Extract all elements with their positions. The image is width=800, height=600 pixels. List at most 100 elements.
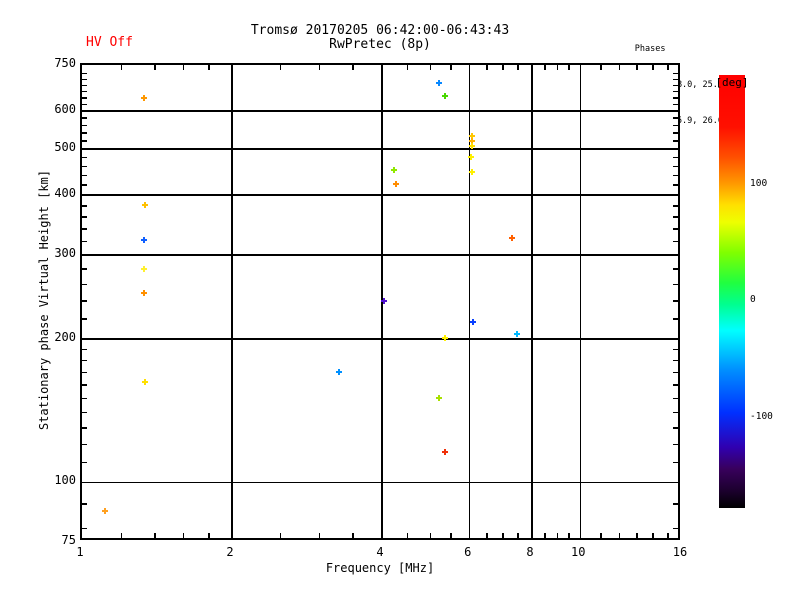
x-minor-tick — [279, 533, 282, 538]
y-tick-label: 100 — [54, 473, 76, 488]
y-minor-tick — [673, 103, 678, 106]
x-minor-tick — [406, 533, 409, 538]
data-point-bar — [103, 508, 106, 515]
data-point — [142, 379, 149, 386]
data-point-bar — [338, 369, 341, 376]
y-minor-tick — [82, 72, 87, 75]
y-minor-tick — [82, 283, 87, 286]
y-minor-tick — [82, 359, 87, 362]
x-minor-tick — [618, 65, 621, 70]
y-minor-tick — [82, 174, 87, 177]
y-minor-tick — [82, 184, 87, 186]
y-minor-tick — [82, 78, 87, 81]
x-minor-tick — [517, 65, 519, 70]
data-point — [442, 334, 449, 341]
y-minor-tick — [82, 348, 87, 351]
data-point — [468, 143, 475, 150]
x-minor-tick — [318, 65, 321, 70]
y-minor-tick — [82, 90, 87, 93]
data-point — [468, 169, 475, 176]
y-minor-tick — [82, 384, 87, 386]
x-minor-tick — [208, 65, 210, 70]
plot-area — [80, 63, 680, 540]
y-minor-tick — [673, 461, 678, 464]
y-tick-label: 600 — [54, 102, 76, 117]
y-minor-tick — [673, 443, 678, 446]
grid-line-horizontal — [82, 148, 678, 150]
y-minor-tick — [673, 140, 678, 142]
data-point-bar — [142, 237, 145, 244]
y-minor-tick — [673, 348, 678, 351]
grid-line-vertical — [579, 65, 582, 538]
y-minor-tick — [673, 411, 678, 414]
y-minor-tick — [673, 427, 678, 429]
data-point — [101, 508, 108, 515]
y-minor-tick — [673, 240, 678, 243]
x-minor-tick — [406, 65, 409, 70]
x-minor-tick — [120, 65, 123, 70]
x-minor-tick — [600, 533, 602, 538]
x-minor-tick — [568, 65, 570, 70]
y-minor-tick — [82, 443, 87, 446]
colorbar: [deg] — [715, 75, 749, 508]
y-minor-tick — [673, 156, 678, 159]
x-minor-tick — [652, 533, 654, 538]
colorbar-tick-label: 0 — [750, 294, 756, 305]
y-minor-tick — [82, 117, 87, 119]
x-minor-tick — [544, 533, 546, 538]
y-minor-tick — [673, 318, 678, 320]
y-minor-tick — [673, 371, 678, 374]
x-minor-tick — [502, 533, 504, 538]
data-point — [142, 202, 149, 209]
x-minor-tick — [517, 533, 519, 538]
grid-line-horizontal — [82, 110, 678, 112]
y-minor-tick — [82, 124, 87, 127]
grid-line-horizontal — [82, 481, 678, 484]
data-point-bar — [516, 330, 519, 337]
phases-title: Phases — [634, 44, 666, 54]
x-minor-tick — [636, 65, 638, 70]
data-point-bar — [444, 448, 447, 455]
x-tick-label: 6 — [464, 545, 472, 559]
x-minor-tick — [154, 65, 156, 70]
data-point — [468, 132, 475, 139]
y-minor-tick — [82, 503, 87, 505]
grid-line-vertical — [231, 65, 233, 538]
x-minor-tick — [279, 65, 282, 70]
data-point — [140, 237, 147, 244]
x-minor-tick — [450, 65, 452, 70]
data-point-bar — [142, 266, 145, 273]
y-minor-tick — [82, 461, 87, 464]
y-minor-tick — [673, 90, 678, 93]
x-minor-tick — [450, 533, 452, 538]
data-point — [469, 318, 476, 325]
y-minor-tick — [673, 384, 678, 386]
data-point — [435, 79, 442, 86]
page-subtitle: RwPretec (8p) — [329, 37, 431, 52]
x-minor-tick — [556, 533, 559, 538]
y-minor-tick — [82, 140, 87, 142]
y-minor-tick — [673, 503, 678, 505]
x-minor-tick — [352, 65, 354, 70]
data-point-bar — [142, 94, 145, 101]
x-axis-title: Frequency [MHz] — [325, 561, 435, 575]
x-minor-tick — [600, 65, 602, 70]
data-point — [140, 94, 147, 101]
y-minor-tick — [673, 132, 678, 134]
x-minor-tick — [154, 533, 156, 538]
grid-line-vertical — [468, 65, 471, 538]
y-minor-tick — [82, 268, 87, 270]
data-point-bar — [144, 202, 147, 209]
y-minor-tick — [673, 359, 678, 362]
y-minor-tick — [673, 124, 678, 127]
x-minor-tick — [486, 533, 488, 538]
data-point — [393, 181, 400, 188]
data-point-bar — [393, 166, 396, 173]
data-point-bar — [471, 318, 474, 325]
data-point-bar — [437, 79, 440, 86]
x-minor-tick — [636, 533, 638, 538]
x-minor-tick — [667, 533, 669, 538]
x-minor-tick — [318, 533, 321, 538]
y-minor-tick — [82, 371, 87, 374]
